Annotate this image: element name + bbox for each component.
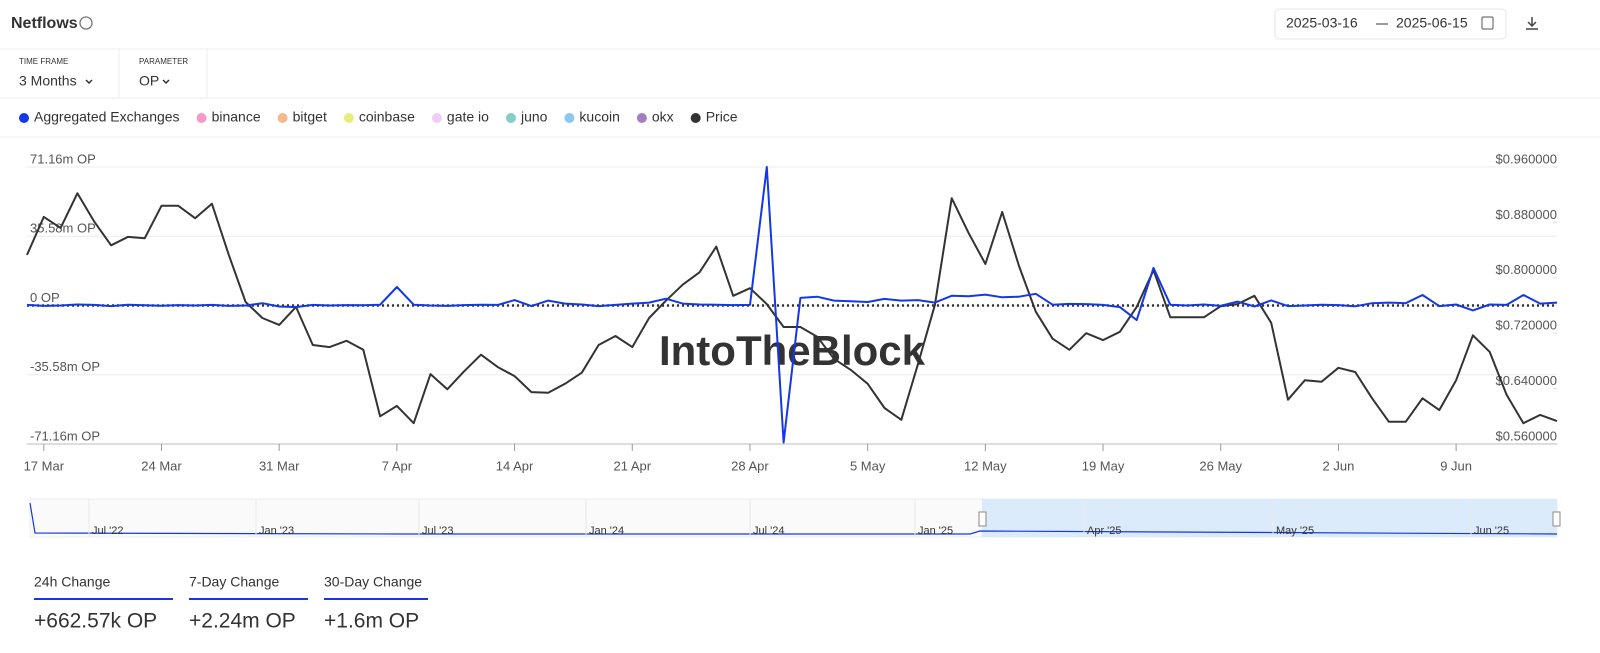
- navigator-label: Jul '24: [753, 525, 784, 537]
- legend-label[interactable]: Price: [706, 109, 738, 125]
- help-icon[interactable]: [79, 16, 93, 30]
- stat-label: 24h Change: [34, 574, 111, 590]
- date-to: 2025-06-15: [1396, 15, 1468, 31]
- x-tick-label: 9 Jun: [1440, 458, 1472, 473]
- x-tick-label: 2 Jun: [1323, 458, 1355, 473]
- legend-swatch: [636, 113, 647, 123]
- chevron: [162, 79, 170, 85]
- x-tick-label: 19 May: [1082, 458, 1125, 473]
- legend-swatch: [564, 113, 575, 123]
- navigator-label: Jan '24: [589, 525, 624, 537]
- legend-label[interactable]: juno: [520, 109, 548, 125]
- legend-swatch: [505, 113, 516, 123]
- x-tick-label: 5 May: [850, 458, 886, 473]
- legend-swatch: [19, 113, 29, 123]
- legend-label[interactable]: gate io: [447, 109, 489, 125]
- legend-label[interactable]: Aggregated Exchanges: [34, 109, 180, 125]
- x-tick-label: 26 May: [1199, 458, 1242, 473]
- navigator-label: Jan '25: [918, 525, 953, 537]
- legend-label[interactable]: kucoin: [579, 109, 619, 125]
- stat-underline: [189, 598, 308, 600]
- stat-value: +2.24m OP: [189, 610, 296, 633]
- date-from: 2025-03-16: [1286, 15, 1358, 31]
- x-tick-label: 14 Apr: [496, 458, 534, 473]
- legend-swatch: [343, 113, 354, 123]
- navigator-label: Jun '25: [1474, 525, 1509, 537]
- navigator-selection[interactable]: [982, 499, 1557, 537]
- legend-label[interactable]: bitget: [293, 109, 327, 125]
- stat-label: 7-Day Change: [189, 574, 279, 590]
- y2-tick-label: $0.560000: [1496, 428, 1557, 443]
- y-tick-label: 71.16m OP: [30, 151, 96, 166]
- x-tick-label: 21 Apr: [613, 458, 651, 473]
- navigator-line: [29, 502, 1558, 535]
- y2-tick-label: $0.640000: [1496, 373, 1557, 388]
- y2-tick-label: $0.720000: [1496, 318, 1557, 333]
- stat-value: +662.57k OP: [34, 610, 157, 633]
- series-line: [26, 166, 1558, 444]
- navigator-label: Jul '23: [422, 525, 453, 537]
- y2-tick-label: $0.800000: [1496, 262, 1557, 277]
- y-tick-label: 35.58m OP: [30, 221, 96, 236]
- legend-swatch: [431, 113, 442, 123]
- y2-tick-label: $0.960000: [1496, 151, 1557, 166]
- legend-swatch: [196, 113, 207, 123]
- calendar-icon[interactable]: [1481, 16, 1494, 30]
- x-tick-label: 7 Apr: [382, 458, 413, 473]
- x-tick-label: 31 Mar: [259, 458, 300, 473]
- filter-label: TIME FRAME: [19, 57, 68, 66]
- y-tick-label: -71.16m OP: [30, 428, 100, 443]
- page-title: Netflows: [11, 15, 78, 32]
- navigator-label: Jul '22: [92, 525, 123, 537]
- x-tick-label: 28 Apr: [731, 458, 769, 473]
- stat-underline: [34, 598, 173, 600]
- filter-label: PARAMETER: [139, 57, 188, 66]
- legend-swatch: [277, 113, 288, 123]
- download-icon[interactable]: [1526, 17, 1538, 30]
- x-tick-label: 17 Mar: [24, 458, 65, 473]
- navigator-label: May '25: [1276, 525, 1314, 537]
- y-tick-label: -35.58m OP: [30, 359, 100, 374]
- x-tick-label: 24 Mar: [141, 458, 182, 473]
- legend-label[interactable]: binance: [212, 109, 261, 125]
- legend-label[interactable]: okx: [652, 109, 674, 125]
- stat-label: 30-Day Change: [324, 574, 422, 590]
- x-tick-label: 12 May: [964, 458, 1007, 473]
- navigator-label: Apr '25: [1087, 525, 1122, 537]
- legend-swatch: [690, 113, 701, 123]
- series-line: [26, 192, 1558, 425]
- chevron: [85, 79, 93, 85]
- filter-value[interactable]: 3 Months: [19, 73, 77, 89]
- navigator-handle[interactable]: [978, 511, 987, 527]
- navigator-handle[interactable]: [1552, 511, 1561, 527]
- y2-tick-label: $0.880000: [1496, 207, 1557, 222]
- stat-value: +1.6m OP: [324, 610, 419, 633]
- y-tick-label: 0 OP: [30, 290, 60, 305]
- legend-label[interactable]: coinbase: [359, 109, 415, 125]
- stat-underline: [324, 598, 428, 600]
- filter-value[interactable]: OP: [139, 73, 159, 89]
- date-range[interactable]: [1274, 8, 1507, 40]
- navigator-label: Jan '23: [259, 525, 294, 537]
